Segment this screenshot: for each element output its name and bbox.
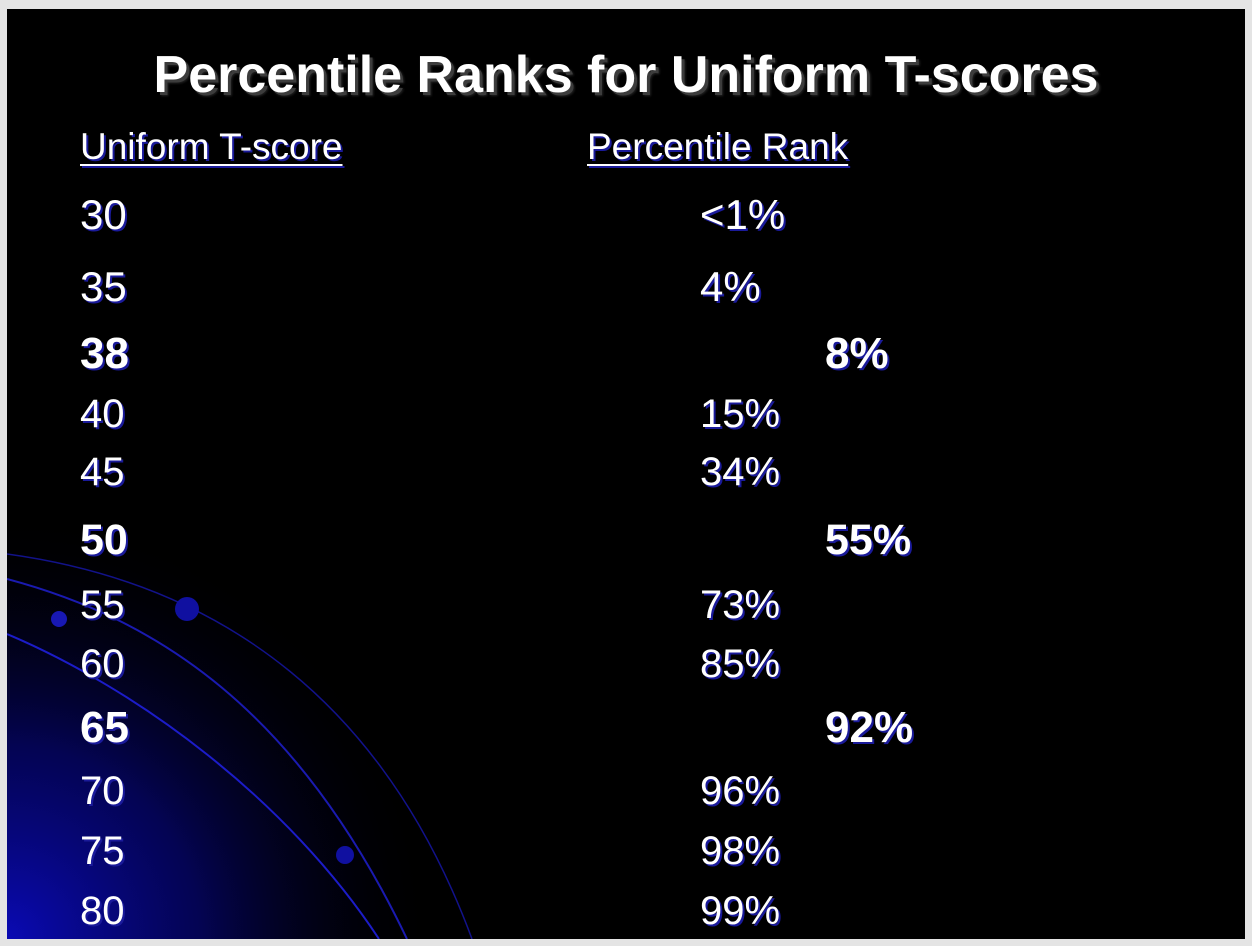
percentile-cell: 73%	[700, 583, 781, 627]
orbit-arc-outer	[7, 553, 473, 939]
orbit-dot	[175, 597, 199, 621]
percentile-cell: 8%	[825, 329, 889, 378]
score-cell: 35	[80, 263, 127, 310]
score-cell: 70	[80, 769, 125, 813]
score-cell: 30	[80, 191, 127, 238]
percentile-cell: 4%	[700, 263, 761, 310]
score-cell: 65	[80, 703, 129, 752]
corner-glow	[7, 9, 1245, 939]
score-cell: 55	[80, 583, 125, 627]
decorative-background	[7, 9, 1245, 939]
percentile-cell: 85%	[700, 642, 781, 686]
score-cell: 75	[80, 829, 125, 873]
score-cell: 60	[80, 642, 125, 686]
score-cell: 80	[80, 889, 125, 933]
orbit-arc-inner	[7, 633, 380, 939]
percentile-cell: 99%	[700, 889, 781, 933]
score-cell: 50	[80, 516, 128, 564]
score-cell: 45	[80, 450, 125, 494]
percentile-cell: 96%	[700, 769, 781, 813]
header-uniform-t-score: Uniform T-score	[80, 126, 343, 167]
header-percentile-rank: Percentile Rank	[587, 126, 849, 167]
orbit-dot	[51, 611, 67, 627]
slide-title: Percentile Ranks for Uniform T-scores	[153, 46, 1099, 104]
percentile-cell: 98%	[700, 829, 781, 873]
score-cell: 38	[80, 329, 129, 378]
slide: Percentile Ranks for Uniform T-scores Un…	[7, 9, 1245, 939]
orbit-arc-middle	[7, 578, 408, 939]
score-cell: 40	[80, 392, 125, 436]
percentile-cell: 92%	[825, 703, 914, 752]
percentile-cell: 15%	[700, 392, 781, 436]
percentile-cell: <1%	[700, 191, 786, 238]
percentile-cell: 55%	[825, 516, 912, 564]
orbit-dot	[336, 846, 354, 864]
percentile-cell: 34%	[700, 450, 781, 494]
